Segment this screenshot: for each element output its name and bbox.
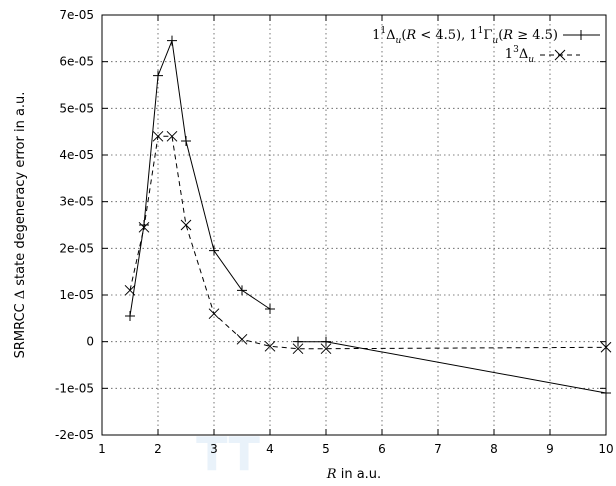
y-tick-label: 6e-05: [59, 55, 94, 69]
legend-label-2: 13Δu: [505, 45, 534, 65]
y-tick-label: 1e-05: [59, 288, 94, 302]
x-tick-label: 2: [154, 442, 162, 456]
series-1-point: [265, 304, 275, 314]
legend-marker-2: [554, 49, 566, 61]
x-tick-label: 7: [434, 442, 442, 456]
x-tick-label: 6: [378, 442, 386, 456]
series-2-point: [320, 343, 332, 355]
series-2-point: [208, 308, 220, 320]
series-2-point: [138, 221, 150, 233]
series-2-point: [264, 340, 276, 352]
y-tick-label: -2e-05: [55, 428, 94, 442]
x-tick-label: 5: [322, 442, 330, 456]
series-1: [125, 35, 611, 398]
series-2-point: [600, 341, 612, 353]
series-1-point: [125, 311, 135, 321]
y-tick-label: 4e-05: [59, 148, 94, 162]
legend-marker-1: [576, 30, 586, 40]
y-tick-label: 7e-05: [59, 8, 94, 22]
series-1-point: [601, 388, 611, 398]
plot-frame: [101, 14, 607, 436]
series-1-point: [321, 336, 331, 347]
series-2-point: [292, 343, 304, 355]
series-1-point: [167, 35, 177, 46]
series-layer: [124, 35, 612, 398]
legend-label-1: 11Δu(R < 4.5), 11Γu(R ≥ 4.5): [372, 26, 558, 46]
series-2-point: [180, 219, 192, 231]
x-tick-label: 4: [266, 442, 274, 456]
series-2-point: [236, 333, 248, 345]
series-2-point: [124, 284, 136, 296]
ticks: 1 2 3 4 5 6 7 8 9 10 -2e-05 -1e-05 0 1e-05 2e-05 3e-05 4…: [55, 8, 614, 456]
x-tick-label: 9: [546, 442, 554, 456]
x-axis-label: R in a.u.: [326, 467, 381, 482]
legend: 11Δu(R < 4.5), 11Γu(R ≥ 4.5) 13Δu: [372, 26, 600, 65]
series-1-point: [293, 336, 303, 347]
y-tick-label: 0: [86, 335, 94, 349]
series-1-line: [129, 38, 607, 394]
series-1-point: [181, 136, 191, 146]
y-axis-label: SRMRCC Δ state degeneracy error in a.u.: [13, 92, 28, 359]
series-1-point: [153, 70, 163, 81]
series-2: [124, 130, 612, 355]
series-1-point: [237, 285, 247, 296]
x-tick-label: 1: [98, 442, 106, 456]
grid: [102, 15, 606, 435]
watermark: TT: [196, 427, 260, 481]
series-2-point: [166, 130, 178, 142]
series-1-point: [209, 245, 219, 256]
x-tick-label: 10: [598, 442, 613, 456]
y-tick-label: 5e-05: [59, 101, 94, 115]
y-tick-label: -1e-05: [55, 381, 94, 395]
y-tick-label: 2e-05: [59, 241, 94, 255]
x-tick-label: 3: [210, 442, 218, 456]
x-tick-label: 8: [490, 442, 498, 456]
series-2-line: [129, 135, 607, 350]
series-2-point: [152, 130, 164, 142]
y-tick-label: 3e-05: [59, 195, 94, 209]
